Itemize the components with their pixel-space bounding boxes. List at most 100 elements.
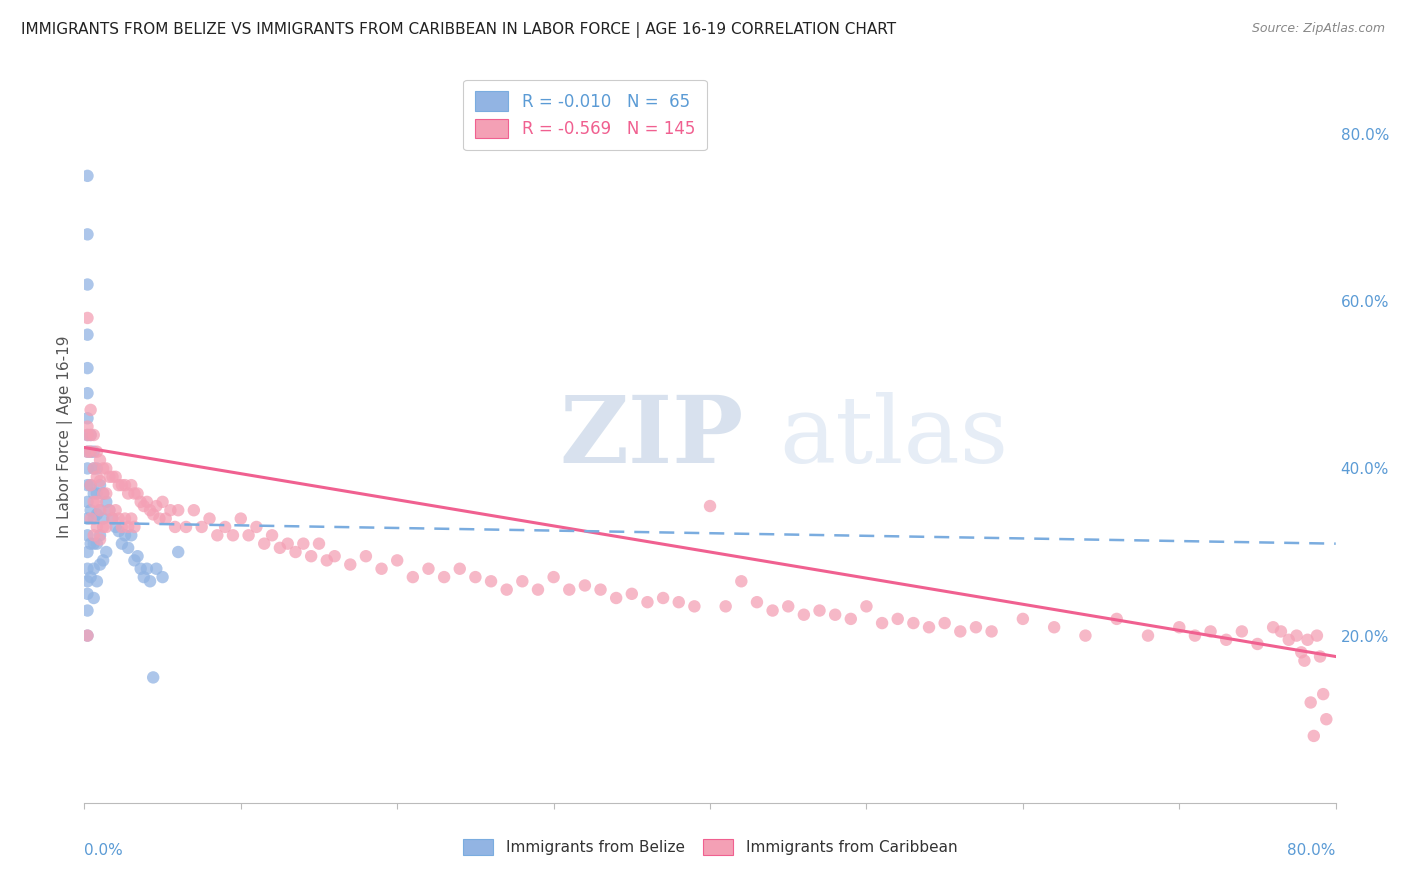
Point (86, 461, 108, 475)
Point (165, 520, 187, 534)
Point (778, 599, 800, 614)
Point (214, 520, 236, 534)
Point (79, 570, 101, 584)
Point (107, 478, 129, 492)
Point (96, 461, 118, 475)
Point (139, 574, 162, 589)
Point (949, 624, 972, 639)
Point (174, 520, 197, 534)
Point (142, 670, 165, 684)
Point (1246, 637, 1268, 651)
Point (76, 277, 98, 292)
Point (1105, 612, 1128, 626)
Point (86, 536, 108, 550)
Point (839, 612, 862, 626)
Point (96, 486, 118, 500)
Point (96, 520, 118, 534)
Point (308, 536, 330, 550)
Point (96, 545, 118, 559)
Point (745, 595, 768, 609)
Point (76, 574, 98, 589)
Point (418, 562, 440, 576)
Point (101, 511, 124, 525)
Point (114, 511, 136, 525)
Point (1199, 624, 1222, 639)
Point (323, 549, 346, 564)
Point (83, 486, 105, 500)
Point (101, 511, 124, 525)
Point (83, 591, 105, 605)
Point (83, 536, 105, 550)
Point (76, 444, 98, 458)
Point (83, 511, 105, 525)
Point (1306, 629, 1329, 643)
Point (86, 486, 108, 500)
Legend: Immigrants from Belize, Immigrants from Caribbean: Immigrants from Belize, Immigrants from … (457, 833, 963, 861)
Point (1230, 624, 1253, 639)
Point (558, 582, 581, 597)
Point (292, 536, 315, 550)
Point (83, 428, 105, 442)
Point (76, 419, 98, 434)
Point (98, 470, 121, 484)
Point (83, 562, 105, 576)
Point (114, 528, 136, 542)
Point (620, 587, 643, 601)
Point (91, 553, 114, 567)
Point (354, 549, 377, 564)
Point (117, 520, 139, 534)
Point (79, 403, 101, 417)
Point (76, 227, 98, 242)
Point (79, 503, 101, 517)
Point (245, 520, 267, 534)
Point (1168, 620, 1191, 634)
Point (111, 520, 134, 534)
Point (980, 624, 1002, 639)
Point (277, 536, 299, 550)
Point (91, 486, 114, 500)
Point (83, 495, 105, 509)
Point (124, 486, 146, 500)
Point (76, 528, 98, 542)
Point (89, 528, 111, 542)
Point (229, 511, 252, 525)
Point (145, 562, 167, 576)
Text: 80.0%: 80.0% (1288, 843, 1336, 858)
Point (127, 486, 149, 500)
Point (107, 511, 129, 525)
Point (89, 474, 111, 488)
Point (385, 553, 409, 567)
Point (589, 582, 612, 597)
Point (855, 599, 877, 614)
Point (79, 478, 101, 492)
Point (132, 570, 155, 584)
Point (76, 511, 98, 525)
Point (284, 545, 307, 559)
Point (683, 599, 706, 614)
Point (91, 520, 114, 534)
Point (76, 386, 98, 401)
Point (1270, 624, 1292, 639)
Point (402, 570, 425, 584)
Text: ZIP: ZIP (560, 392, 744, 482)
Point (495, 582, 517, 597)
Point (934, 616, 956, 631)
Point (136, 495, 159, 509)
Point (86, 508, 108, 522)
Point (98, 503, 121, 517)
Point (91, 511, 114, 525)
Point (83, 528, 105, 542)
Point (1285, 629, 1308, 643)
Point (111, 478, 134, 492)
Text: 0.0%: 0.0% (84, 843, 124, 858)
Point (76, 428, 98, 442)
Point (145, 499, 167, 513)
Point (152, 570, 174, 584)
Point (903, 616, 925, 631)
Point (129, 562, 152, 576)
Point (107, 524, 129, 538)
Text: Source: ZipAtlas.com: Source: ZipAtlas.com (1251, 22, 1385, 36)
Point (1296, 632, 1319, 647)
Point (370, 562, 392, 576)
Point (1215, 632, 1237, 647)
